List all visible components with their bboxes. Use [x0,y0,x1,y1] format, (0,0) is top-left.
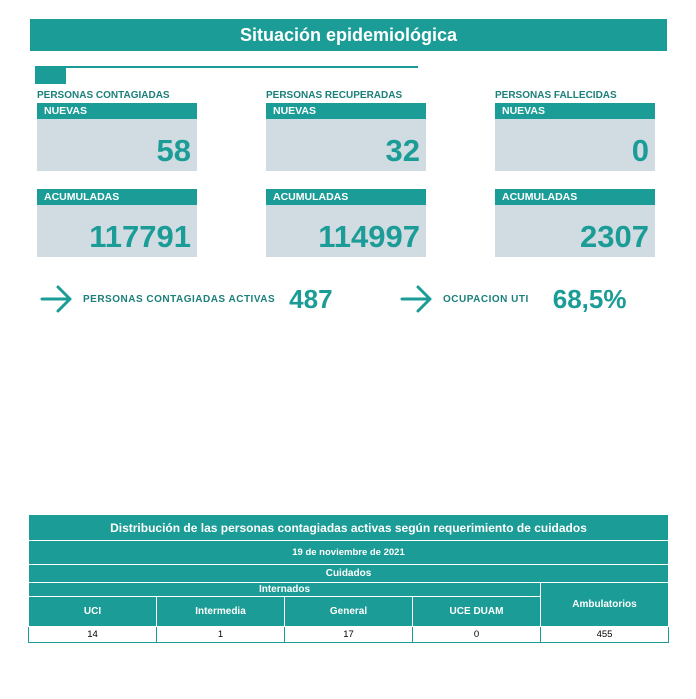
acum-card: ACUMULADAS 2307 [495,189,655,257]
arrow-right-icon [40,283,74,315]
stat-fallecidas: PERSONAS FALLECIDAS NUEVAS 0 ACUMULADAS … [495,89,657,257]
card-label: ACUMULADAS [266,189,426,205]
table-row: 14 1 17 0 455 [28,626,669,643]
table-cell: 14 [28,626,157,643]
uti-label: OCUPACION UTI [443,293,529,305]
care-table: Distribución de las personas contagiadas… [28,514,669,643]
table-cell: 455 [540,626,669,643]
card-label: NUEVAS [266,103,426,119]
stat-contagiadas: PERSONAS CONTAGIADAS NUEVAS 58 ACUMULADA… [37,89,199,257]
table-cell: 0 [412,626,541,643]
card-value: 32 [385,133,420,168]
card-label: ACUMULADAS [37,189,197,205]
active-cases-row: PERSONAS CONTAGIADAS ACTIVAS 487 [40,283,333,315]
table-cell: 17 [284,626,413,643]
accent-block [35,67,66,84]
page-title: Situación epidemiológica [30,19,667,51]
divider [35,66,418,68]
stat-group-label: PERSONAS CONTAGIADAS [37,90,170,101]
uti-row: OCUPACION UTI 68,5% [400,283,627,315]
stat-recuperadas: PERSONAS RECUPERADAS NUEVAS 32 ACUMULADA… [266,89,428,257]
group-header: Cuidados [28,564,669,583]
active-cases-label: PERSONAS CONTAGIADAS ACTIVAS [83,293,276,305]
stat-group-label: PERSONAS RECUPERADAS [266,90,403,101]
card-label: NUEVAS [495,103,655,119]
card-value: 2307 [580,219,649,254]
acum-card: ACUMULADAS 117791 [37,189,197,257]
table-date: 19 de noviembre de 2021 [28,540,669,565]
card-value: 117791 [89,219,191,254]
card-value: 0 [631,133,649,168]
column-header: Ambulatorios [540,582,669,627]
column-header: Intermedia [156,596,285,627]
column-header: UCI [28,596,157,627]
new-card: NUEVAS 58 [37,103,197,171]
card-value: 58 [156,133,191,168]
arrow-right-icon [400,283,434,315]
card-label: ACUMULADAS [495,189,655,205]
stat-group-label: PERSONAS FALLECIDAS [495,90,617,101]
column-header: UCE DUAM [412,596,541,627]
uti-value: 68,5% [552,283,627,314]
card-label: NUEVAS [37,103,197,119]
column-header: General [284,596,413,627]
table-cell: 1 [156,626,285,643]
new-card: NUEVAS 32 [266,103,426,171]
table-title: Distribución de las personas contagiadas… [28,514,669,541]
new-card: NUEVAS 0 [495,103,655,171]
acum-card: ACUMULADAS 114997 [266,189,426,257]
active-cases-value: 487 [289,283,333,314]
sub-header: Internados [28,582,541,597]
card-value: 114997 [318,219,420,254]
